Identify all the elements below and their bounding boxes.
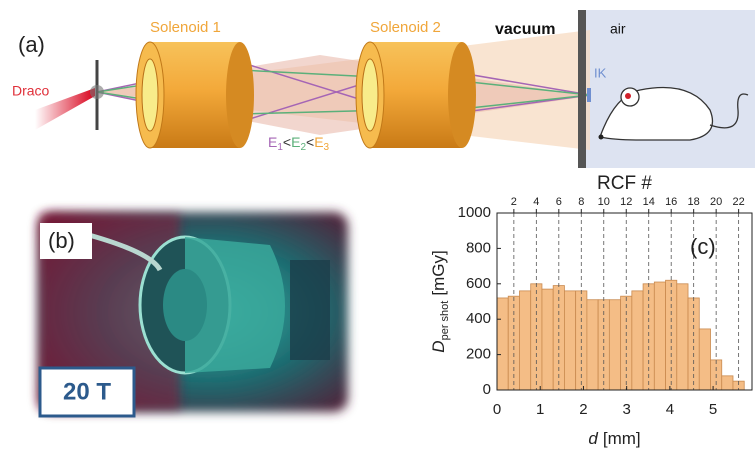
y-tick-label: 600 xyxy=(466,275,491,292)
y-tick-label: 200 xyxy=(466,346,491,363)
solenoid-label: Solenoid 2 xyxy=(370,19,441,36)
x-axis-variable: d xyxy=(588,429,598,448)
solenoid-label: Solenoid 1 xyxy=(150,19,221,36)
bar xyxy=(587,300,598,390)
x2-tick-label: 12 xyxy=(620,196,632,208)
y-axis-unit: [mGy] xyxy=(429,250,448,295)
panel-label: (a) xyxy=(18,32,45,57)
bar xyxy=(699,329,710,390)
bar xyxy=(722,376,733,390)
y-tick-label: 1000 xyxy=(458,204,491,221)
x-tick-label: 3 xyxy=(622,401,630,418)
x2-tick-label: 6 xyxy=(556,196,562,208)
y-tick-label: 0 xyxy=(483,381,491,398)
y-axis-variable: D xyxy=(429,340,448,352)
x2-tick-label: 22 xyxy=(733,196,745,208)
bar xyxy=(542,289,553,390)
energy-separator: < xyxy=(283,134,291,150)
x2-tick-label: 18 xyxy=(688,196,700,208)
x-tick-label: 5 xyxy=(709,401,717,418)
detector-label: IK xyxy=(594,65,607,80)
bar xyxy=(677,284,688,390)
panel-label: (b) xyxy=(48,228,75,253)
x2-tick-label: 14 xyxy=(643,196,655,208)
energy-order: E1<E2<E3 xyxy=(268,134,330,153)
figure: (a) Solenoid 1 Solenoid 2 vacuum air Dra… xyxy=(0,0,755,462)
x2-tick-label: 20 xyxy=(710,196,722,208)
x-tick-label: 4 xyxy=(666,401,674,418)
bar xyxy=(519,291,530,390)
bar xyxy=(654,282,665,390)
source-spot xyxy=(90,85,104,99)
energy-separator: < xyxy=(306,134,314,150)
source-label: Draco xyxy=(12,83,50,99)
x2-tick-label: 8 xyxy=(578,196,584,208)
y-axis-subscript: per shot xyxy=(439,301,451,341)
solenoid-2 xyxy=(356,42,476,148)
x-axis-label: d [mm] xyxy=(588,429,640,448)
x-tick-label: 0 xyxy=(493,401,501,418)
vacuum-window xyxy=(578,10,586,168)
air-label: air xyxy=(610,21,626,37)
vacuum-label: vacuum xyxy=(495,21,555,38)
energy-symbol: E xyxy=(291,134,300,150)
solenoid-1 xyxy=(136,42,254,148)
bar xyxy=(632,291,643,390)
field-label: 20 T xyxy=(63,378,111,405)
bar xyxy=(564,291,575,390)
x-axis-unit: [mm] xyxy=(603,429,641,448)
chart-title: RCF # xyxy=(597,173,652,194)
y-axis-label: Dper shot [mGy] xyxy=(429,250,450,352)
x2-tick-label: 4 xyxy=(533,196,539,208)
y-tick-label: 400 xyxy=(466,310,491,327)
panel-label: (c) xyxy=(690,234,716,259)
x2-tick-label: 10 xyxy=(598,196,610,208)
energy-symbol: E xyxy=(268,134,277,150)
x2-tick-label: 16 xyxy=(665,196,677,208)
y-tick-label: 800 xyxy=(466,239,491,256)
energy-index: 3 xyxy=(324,142,330,153)
energy-symbol: E xyxy=(314,134,323,150)
bar xyxy=(609,300,620,390)
x-tick-label: 2 xyxy=(579,401,587,418)
x-tick-label: 1 xyxy=(536,401,544,418)
x2-tick-label: 2 xyxy=(511,196,517,208)
bar xyxy=(497,298,508,390)
